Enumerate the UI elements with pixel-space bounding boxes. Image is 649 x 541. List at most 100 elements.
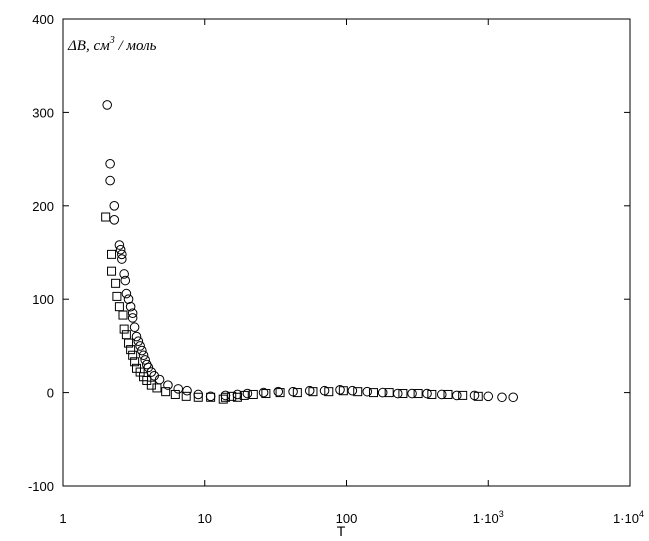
square-point-34 [324, 387, 334, 397]
square-point-11 [128, 350, 138, 360]
square-point-23 [206, 392, 216, 402]
square-point-20 [170, 389, 180, 399]
circle-point-49 [452, 390, 462, 401]
square-point-33 [308, 387, 318, 397]
circle-point-37 [273, 386, 284, 397]
square-point-40 [413, 389, 423, 399]
y-tick-label-5: 400 [32, 12, 54, 27]
circle-point-10 [120, 275, 131, 286]
circle-point-28 [163, 380, 173, 390]
data-markers [101, 100, 519, 404]
square-point-22 [193, 392, 203, 402]
circle-point-45 [392, 388, 403, 399]
axis-ticks [62, 18, 631, 487]
circle-point-51 [483, 391, 494, 402]
x-tick-labels: 1 10 100 1·103 1·104 [59, 509, 644, 526]
y-axis-label-unit: / моль [115, 38, 157, 54]
circle-point-15 [127, 313, 138, 323]
x-tick-label-sup-4: 4 [639, 509, 644, 519]
circle-point-5 [114, 240, 125, 250]
circle-point-11 [121, 288, 132, 299]
y-tick-label-3: 200 [32, 199, 54, 214]
circle-point-8 [117, 254, 127, 264]
x-tick-label-2: 100 [336, 511, 358, 526]
circle-point-19 [135, 341, 145, 351]
square-point-16 [142, 375, 152, 385]
square-point-17 [146, 380, 156, 390]
circle-point-24 [143, 362, 154, 373]
circle-point-12 [123, 294, 134, 305]
circle-point-41 [335, 384, 345, 395]
square-point-8 [121, 330, 131, 340]
circle-point-46 [407, 388, 417, 399]
square-point-41 [427, 389, 437, 399]
square-point-10 [126, 345, 136, 355]
circle-point-14 [127, 308, 138, 319]
square-point-43 [458, 390, 468, 400]
circle-point-47 [422, 388, 432, 399]
square-point-5 [114, 302, 124, 312]
x-tick-label-0: 1 [59, 511, 66, 526]
square-point-12 [130, 357, 140, 367]
circle-point-6 [115, 244, 126, 255]
x-tick-label-1: 10 [198, 511, 212, 526]
circle-point-31 [193, 389, 204, 400]
square-point-31 [275, 388, 285, 398]
circle-point-35 [242, 388, 253, 399]
y-tick-label-0: -100 [28, 479, 54, 494]
circle-point-53 [508, 392, 519, 403]
y-tick-label-1: 0 [47, 386, 54, 401]
square-point-30 [261, 389, 271, 399]
x-tick-label-sup-3: 3 [499, 509, 504, 519]
square-point-0 [101, 212, 111, 222]
circle-point-52 [497, 392, 507, 403]
circle-point-29 [173, 384, 184, 394]
circle-point-7 [117, 249, 127, 260]
circle-point-23 [141, 359, 152, 370]
square-point-6 [118, 310, 128, 320]
circle-point-2 [105, 175, 115, 186]
square-point-25 [220, 392, 230, 402]
circle-point-42 [347, 385, 358, 396]
square-point-29 [248, 389, 258, 399]
square-point-42 [443, 389, 453, 399]
square-point-3 [111, 278, 121, 288]
y-axis-label: ΔB, см3 / моль [67, 35, 157, 54]
y-axis-label-sup: 3 [109, 35, 115, 46]
square-point-14 [135, 367, 145, 377]
circle-point-4 [109, 215, 120, 225]
plot-frame [62, 18, 631, 487]
circle-point-20 [137, 345, 147, 356]
square-point-2 [107, 266, 117, 276]
x-tick-label-4: 1·104 [613, 509, 644, 526]
square-point-32 [292, 388, 302, 398]
circle-point-9 [119, 269, 129, 279]
x-axis-label: T [337, 523, 346, 539]
circle-point-3 [109, 201, 120, 211]
square-point-4 [112, 291, 122, 301]
square-point-9 [124, 338, 134, 348]
square-point-35 [338, 386, 348, 396]
x-tick-label-3: 1·103 [473, 509, 504, 526]
square-point-18 [152, 383, 162, 393]
square-point-39 [398, 389, 408, 399]
square-point-36 [353, 387, 363, 397]
square-point-21 [181, 391, 191, 401]
square-point-26 [227, 391, 237, 401]
square-point-28 [239, 390, 249, 400]
square-point-38 [384, 388, 394, 398]
y-tick-labels: -100 0 100 200 300 400 [28, 12, 54, 494]
square-point-19 [161, 387, 171, 397]
circle-point-44 [377, 387, 388, 398]
circle-point-36 [258, 387, 269, 398]
circle-point-16 [129, 322, 140, 333]
square-point-24 [218, 394, 228, 404]
y-tick-label-2: 100 [32, 292, 54, 307]
circle-point-39 [304, 385, 315, 396]
circle-point-30 [182, 385, 192, 396]
square-point-44 [473, 391, 483, 401]
y-tick-label-4: 300 [32, 105, 54, 120]
circle-point-48 [436, 389, 447, 400]
y-axis-label-main: ΔB, см [67, 38, 110, 54]
